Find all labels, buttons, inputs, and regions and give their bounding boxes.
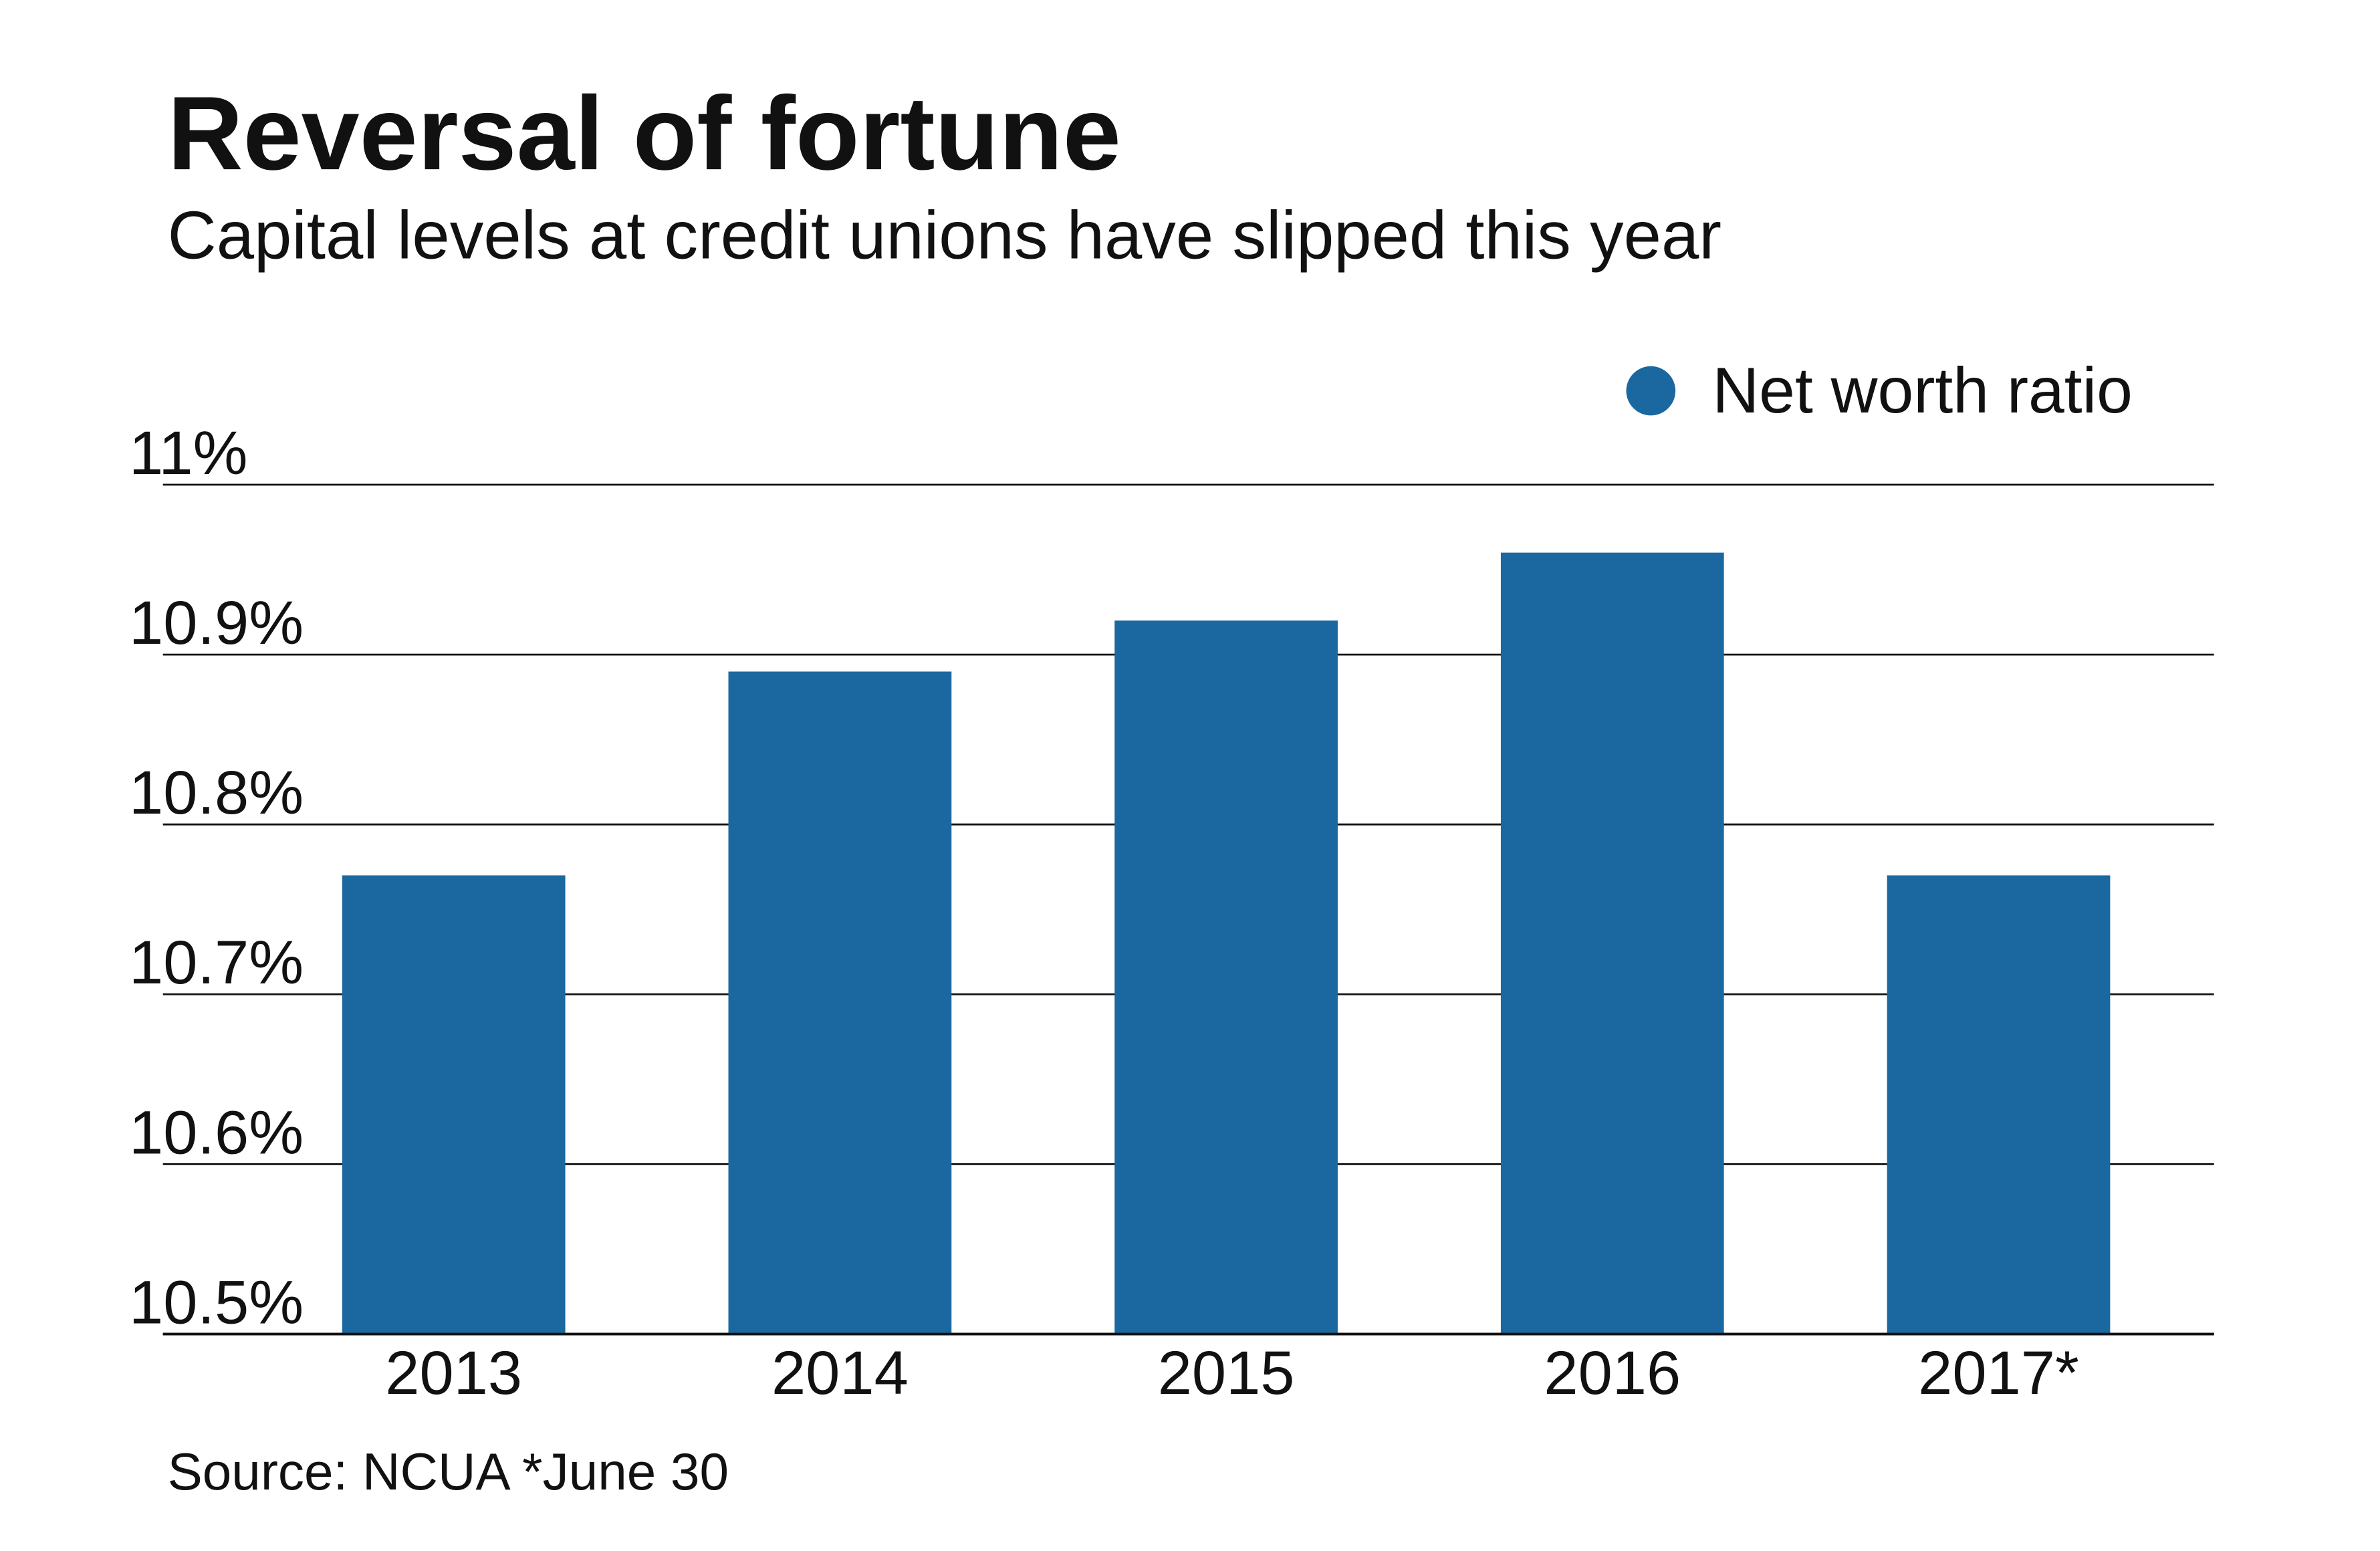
bars — [162, 552, 2214, 1336]
y-tick-label: 10.5% — [129, 1268, 304, 1336]
x-tick-label: 2017* — [1918, 1338, 2079, 1407]
bar-2017 — [1887, 875, 2111, 1334]
source-note: Source: NCUA *June 30 — [168, 1442, 729, 1501]
bar-2015 — [1114, 620, 1338, 1334]
y-tick-label: 10.9% — [129, 588, 304, 657]
chart-title: Reversal of fortune — [168, 75, 1121, 192]
y-tick-label: 10.7% — [129, 928, 304, 997]
x-axis-labels: 2013 2014 2015 2016 2017* — [385, 1338, 2078, 1407]
y-tick-label: 11% — [129, 419, 247, 487]
x-tick-label: 2013 — [385, 1338, 522, 1407]
chart-subtitle: Capital levels at credit unions have sli… — [168, 198, 1721, 273]
legend-label: Net worth ratio — [1712, 354, 2133, 427]
y-tick-label: 10.8% — [129, 758, 304, 827]
legend-marker — [1626, 366, 1676, 416]
x-tick-label: 2016 — [1544, 1338, 1681, 1407]
bar-2013 — [342, 875, 566, 1334]
x-tick-label: 2014 — [771, 1338, 909, 1407]
x-tick-label: 2015 — [1158, 1338, 1295, 1407]
bar-2014 — [728, 671, 952, 1334]
y-tick-label: 10.6% — [129, 1098, 304, 1167]
bar-2016 — [1500, 552, 1724, 1334]
